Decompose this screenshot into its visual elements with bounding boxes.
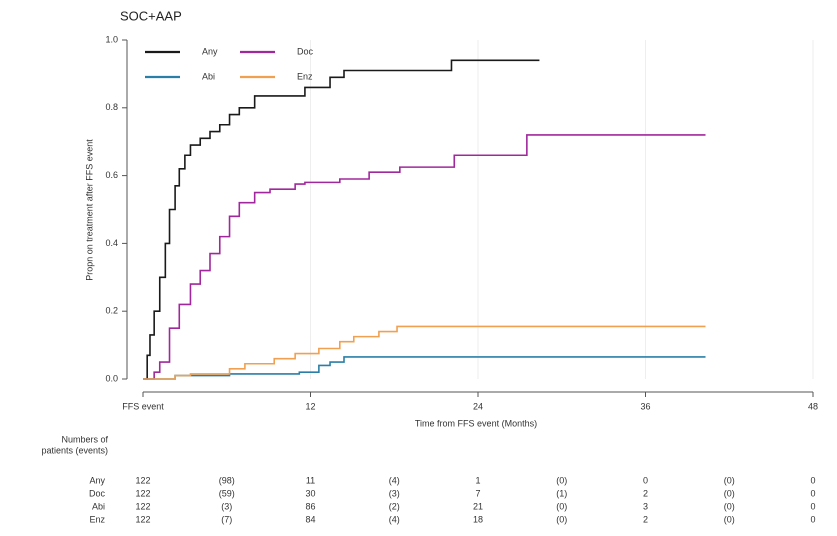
risk-row-name: Any	[89, 475, 105, 485]
risk-cell: (98)	[219, 475, 235, 485]
risk-cell: 0	[810, 475, 815, 485]
risk-cell: 21	[473, 501, 483, 511]
step-line	[143, 59, 540, 380]
risk-cell: (1)	[556, 488, 567, 498]
risk-cell: 2	[643, 514, 648, 524]
risk-cell: (7)	[221, 514, 232, 524]
risk-cell: (0)	[724, 475, 735, 485]
risk-cell: 18	[473, 514, 483, 524]
x-tick-label: 36	[640, 401, 650, 411]
risk-table-title: Numbers of	[61, 434, 108, 444]
risk-cell: (2)	[389, 501, 400, 511]
risk-cell: 0	[810, 488, 815, 498]
risk-cell: (4)	[389, 514, 400, 524]
risk-cell: 122	[135, 501, 150, 511]
step-line	[143, 134, 706, 380]
risk-cell: (0)	[724, 488, 735, 498]
risk-cell: 0	[810, 501, 815, 511]
x-tick-label: FFS event	[122, 401, 164, 411]
step-line	[143, 356, 706, 380]
legend-label: Enz	[297, 71, 313, 81]
risk-cell: (0)	[556, 501, 567, 511]
risk-cell: (3)	[389, 488, 400, 498]
risk-cell: (0)	[724, 514, 735, 524]
risk-cell: 2	[643, 488, 648, 498]
y-tick-label: 0.0	[105, 373, 118, 383]
risk-row-name: Enz	[89, 514, 105, 524]
x-tick-label: 24	[473, 401, 483, 411]
risk-cell: 0	[643, 475, 648, 485]
risk-cell: (4)	[389, 475, 400, 485]
risk-cell: (59)	[219, 488, 235, 498]
legend-label: Abi	[202, 71, 215, 81]
y-tick-label: 0.4	[105, 238, 118, 248]
risk-row-name: Abi	[92, 501, 105, 511]
y-tick-label: 0.8	[105, 102, 118, 112]
risk-cell: 0	[810, 514, 815, 524]
risk-cell: 3	[643, 501, 648, 511]
risk-row-name: Doc	[89, 488, 106, 498]
legend-label: Doc	[297, 46, 314, 56]
step-line	[143, 325, 706, 380]
y-tick-label: 0.2	[105, 306, 118, 316]
chart-title: SOC+AAP	[120, 8, 182, 23]
risk-cell: (0)	[556, 475, 567, 485]
risk-cell: 122	[135, 488, 150, 498]
y-tick-label: 1.0	[105, 34, 118, 44]
risk-cell: 30	[305, 488, 315, 498]
legend-label: Any	[202, 46, 218, 56]
risk-cell: (0)	[556, 514, 567, 524]
risk-cell: (0)	[724, 501, 735, 511]
x-tick-label: 48	[808, 401, 818, 411]
risk-cell: 1	[475, 475, 480, 485]
x-tick-label: 12	[305, 401, 315, 411]
y-axis-label: Propn on treatment after FFS event	[84, 139, 94, 281]
risk-cell: 7	[475, 488, 480, 498]
risk-table-title: patients (events)	[41, 445, 108, 455]
risk-cell: 86	[305, 501, 315, 511]
y-tick-label: 0.6	[105, 170, 118, 180]
risk-cell: 122	[135, 475, 150, 485]
risk-cell: (3)	[221, 501, 232, 511]
x-axis-label: Time from FFS event (Months)	[415, 418, 537, 428]
risk-cell: 84	[305, 514, 315, 524]
risk-cell: 122	[135, 514, 150, 524]
risk-cell: 11	[306, 475, 315, 485]
